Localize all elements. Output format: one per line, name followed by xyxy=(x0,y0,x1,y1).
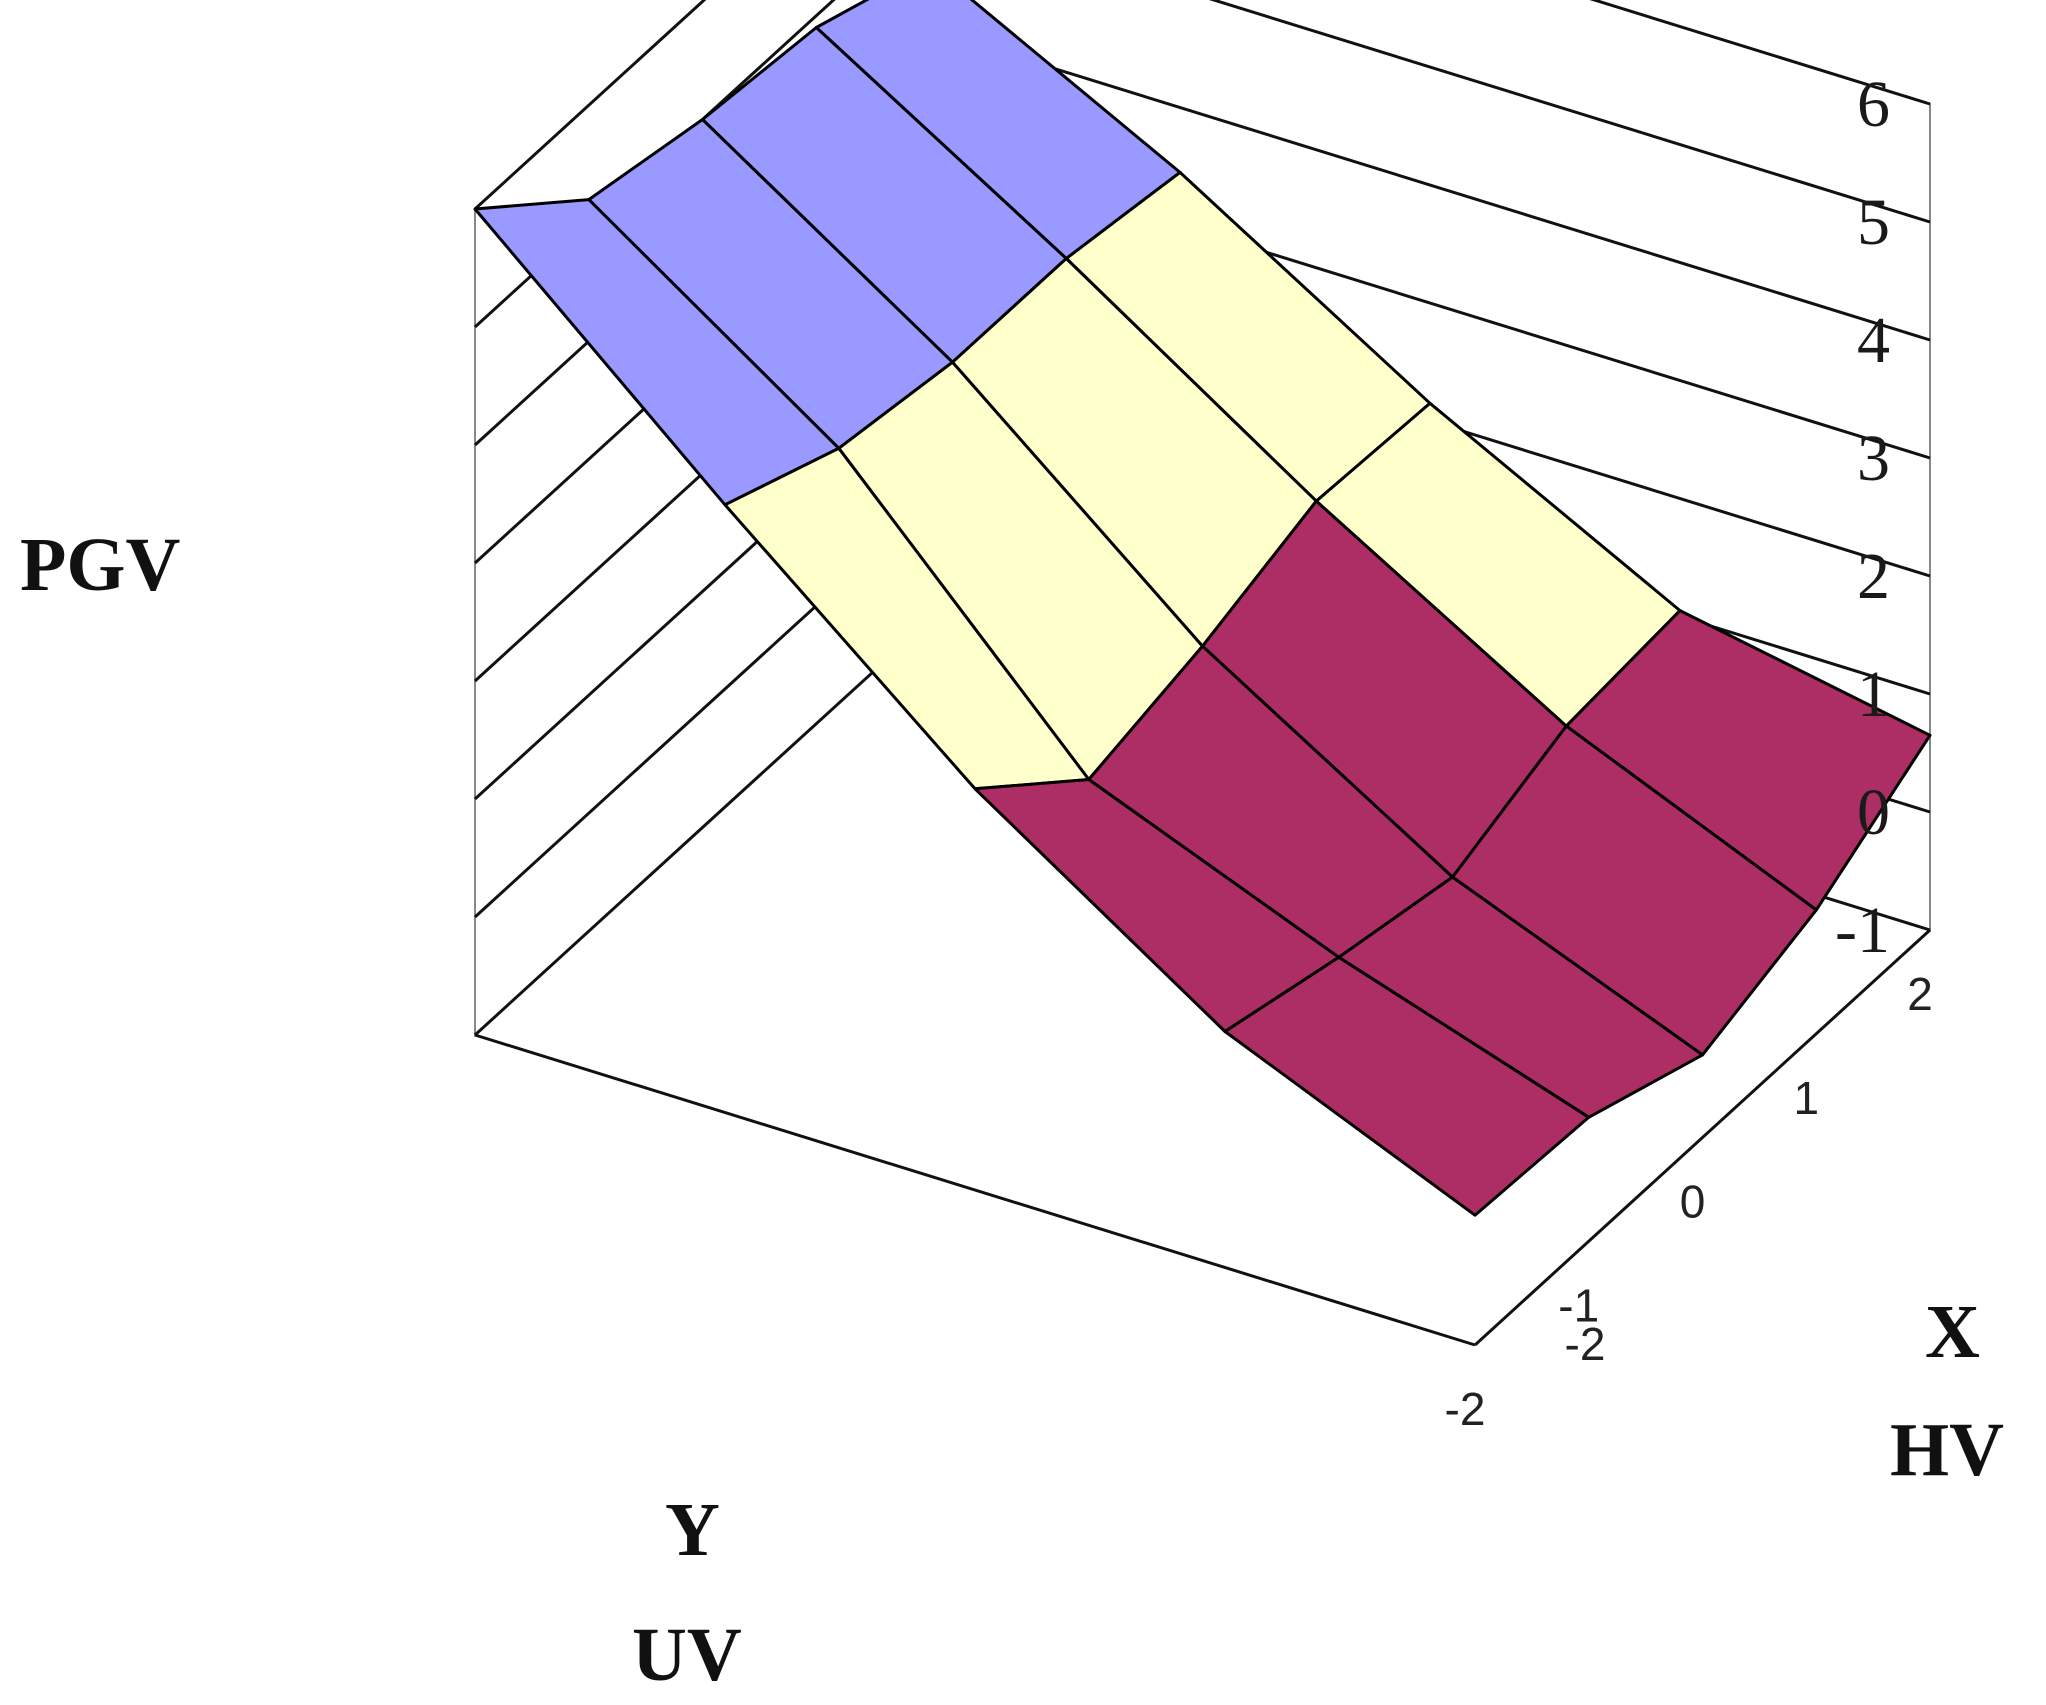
y-tick-label: 2 xyxy=(1907,968,1933,1020)
z-axis-title: PGV xyxy=(20,523,181,607)
z-tick-label: 5 xyxy=(1857,186,1890,259)
y-tick-label: -2 xyxy=(1445,1383,1486,1435)
z-tick-label: 6 xyxy=(1857,68,1890,141)
surface-cell xyxy=(1223,955,1591,1217)
z-tick-label: 1 xyxy=(1857,658,1890,731)
y-axis-line xyxy=(474,1033,1476,1347)
x-axis-line xyxy=(1473,928,1932,1347)
y-tick-label: 0 xyxy=(1680,1176,1706,1228)
y-tick-label: 1 xyxy=(1793,1072,1819,1124)
z-tick-label: -1 xyxy=(1835,894,1890,967)
x-axis-title: X xyxy=(1925,1290,1980,1374)
x-tick-label: -2 xyxy=(1565,1318,1606,1370)
y-tick-label: -1 xyxy=(1558,1279,1599,1331)
chart-floor xyxy=(474,928,1932,1347)
x-axis-subtitle: HV xyxy=(1890,1408,2004,1492)
z-tick-label: 4 xyxy=(1857,304,1890,377)
surface-mesh xyxy=(473,0,1932,1217)
z-tick-label: 2 xyxy=(1857,540,1890,613)
y-axis-subtitle: UV xyxy=(632,1613,742,1697)
z-gridline xyxy=(473,0,1931,211)
z-tick-label: 3 xyxy=(1857,422,1890,495)
z-tick-label: 0 xyxy=(1857,776,1890,849)
y-axis-title: Y xyxy=(665,1488,720,1572)
